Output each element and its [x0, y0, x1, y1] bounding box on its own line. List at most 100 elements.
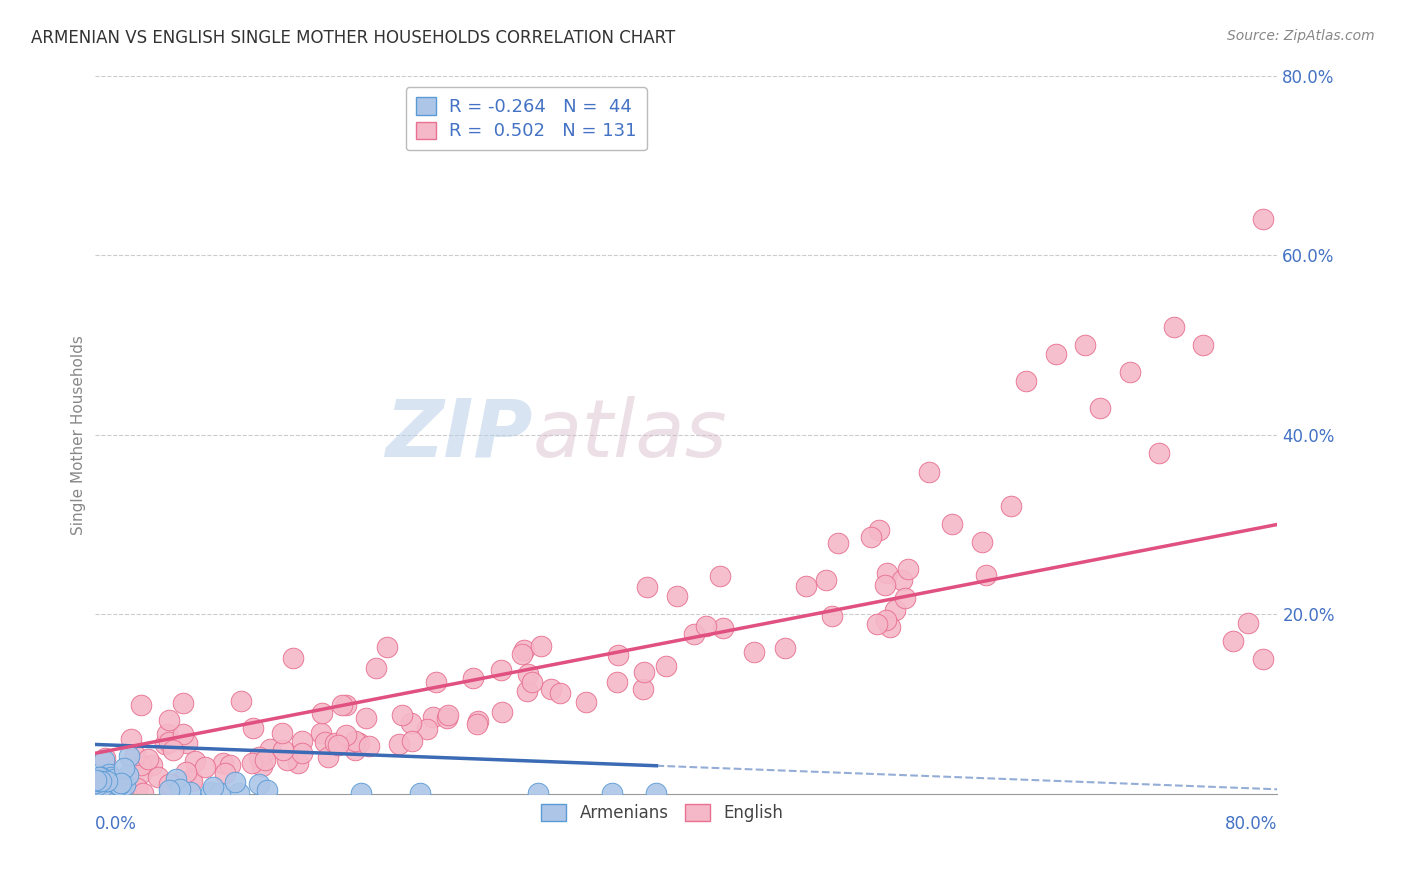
Point [84, 773, 107, 788]
Point [91, 780, 114, 794]
Point [364, 661, 387, 675]
Point [357, 739, 380, 753]
Point [711, 621, 734, 635]
Point [156, 727, 179, 741]
Point [918, 465, 941, 479]
Point [172, 727, 194, 741]
Point [242, 722, 264, 736]
Point [229, 694, 252, 708]
Point [157, 713, 180, 727]
Point [291, 746, 314, 760]
Point [159, 782, 181, 797]
Point [491, 705, 513, 719]
Point [1163, 319, 1185, 334]
Point [517, 667, 540, 681]
Point [125, 780, 148, 795]
Point [112, 762, 135, 776]
Point [794, 579, 817, 593]
Point [350, 786, 373, 800]
Point [1251, 212, 1274, 227]
Point [540, 681, 562, 696]
Point [347, 736, 370, 750]
Point [814, 573, 837, 587]
Point [111, 780, 134, 794]
Text: 0.0%: 0.0% [94, 815, 136, 833]
Point [208, 786, 231, 800]
Point [86, 778, 108, 792]
Point [709, 569, 731, 583]
Point [176, 764, 198, 779]
Point [100, 770, 122, 784]
Point [180, 774, 202, 789]
Point [422, 710, 444, 724]
Point [1118, 365, 1140, 379]
Point [108, 778, 131, 792]
Point [323, 737, 346, 751]
Point [1088, 401, 1111, 415]
Point [391, 708, 413, 723]
Point [179, 785, 201, 799]
Point [136, 752, 159, 766]
Point [860, 530, 883, 544]
Point [93, 753, 115, 767]
Text: 80.0%: 80.0% [1225, 815, 1278, 833]
Point [344, 743, 367, 757]
Point [1147, 445, 1170, 459]
Point [773, 640, 796, 655]
Point [606, 648, 628, 663]
Point [884, 602, 907, 616]
Point [211, 756, 233, 770]
Point [879, 620, 901, 634]
Point [155, 738, 177, 752]
Point [335, 728, 357, 742]
Point [107, 778, 129, 792]
Point [548, 686, 571, 700]
Point [180, 772, 202, 786]
Point [84, 772, 107, 786]
Point [375, 640, 398, 655]
Point [335, 698, 357, 713]
Point [276, 753, 298, 767]
Point [224, 775, 246, 789]
Point [110, 775, 132, 789]
Point [655, 659, 678, 673]
Point [93, 751, 115, 765]
Point [141, 757, 163, 772]
Point [314, 735, 336, 749]
Point [291, 733, 314, 747]
Point [600, 786, 623, 800]
Point [247, 750, 270, 764]
Text: atlas: atlas [533, 396, 727, 474]
Point [200, 785, 222, 799]
Point [873, 578, 896, 592]
Point [93, 776, 115, 790]
Point [114, 786, 136, 800]
Point [114, 778, 136, 792]
Point [399, 716, 422, 731]
Point [316, 750, 339, 764]
Point [633, 665, 655, 679]
Point [259, 742, 281, 756]
Point [87, 773, 110, 788]
Point [96, 774, 118, 789]
Point [683, 627, 706, 641]
Point [343, 734, 366, 748]
Text: ARMENIAN VS ENGLISH SINGLE MOTHER HOUSEHOLDS CORRELATION CHART: ARMENIAN VS ENGLISH SINGLE MOTHER HOUSEH… [31, 29, 675, 46]
Point [467, 714, 489, 729]
Point [309, 726, 332, 740]
Point [117, 768, 139, 782]
Point [129, 757, 152, 772]
Point [489, 663, 512, 677]
Point [876, 566, 898, 580]
Point [184, 755, 207, 769]
Point [510, 647, 533, 661]
Point [165, 772, 187, 786]
Point [157, 735, 180, 749]
Point [1251, 652, 1274, 666]
Point [894, 591, 917, 606]
Point [84, 776, 107, 790]
Point [437, 707, 460, 722]
Point [228, 786, 250, 800]
Point [256, 782, 278, 797]
Point [98, 767, 121, 781]
